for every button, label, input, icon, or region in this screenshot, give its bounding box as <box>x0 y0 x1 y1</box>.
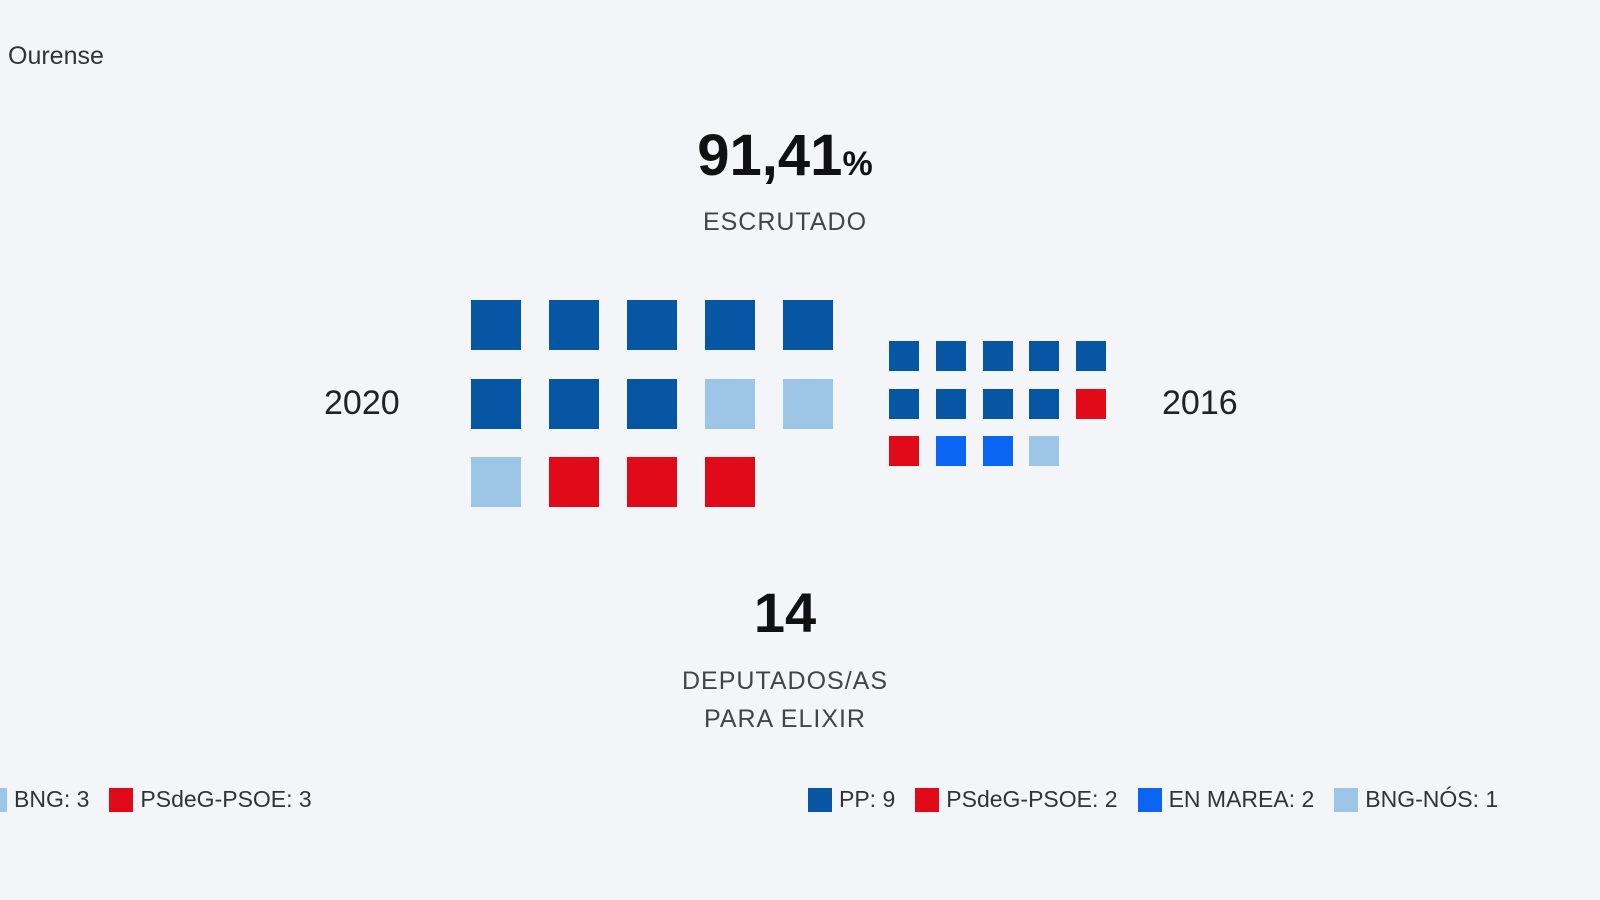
legend-item: PSdeG-PSOE: 2 <box>915 786 1118 813</box>
legend-item: PSdeG-PSOE: 3 <box>109 786 312 813</box>
seat-2016-psdeg-psoe <box>889 436 919 466</box>
legend-label: PSdeG-PSOE: 2 <box>946 786 1118 812</box>
legend-item: PP: 9 <box>808 786 895 813</box>
seat-2020-pp <box>549 378 599 429</box>
seat-2016-bng-n-s <box>1029 436 1060 466</box>
seat-2020-bng <box>783 378 833 429</box>
scrutinized-percent: 91,41% <box>0 122 1570 189</box>
legend-swatch <box>1334 787 1359 812</box>
seat-2016-psdeg-psoe <box>1076 388 1107 419</box>
legend-swatch <box>808 787 832 812</box>
scrutinized-label: ESCRUTADO <box>702 208 868 236</box>
seat-2020-pp <box>549 300 599 350</box>
seat-2016-pp <box>982 341 1013 371</box>
seat-2020-pp <box>627 378 677 429</box>
legend-item: BNG: 3 <box>0 786 89 813</box>
seat-2020-pp <box>705 300 755 350</box>
seat-2016-pp <box>1029 341 1060 371</box>
legend-item: EN MAREA: 2 <box>1137 786 1315 813</box>
legend-swatch <box>915 787 940 812</box>
percent-sign: % <box>842 145 873 183</box>
seat-2020-bng <box>705 378 755 429</box>
legend-swatch <box>0 787 7 812</box>
seat-2020-pp <box>627 300 677 350</box>
legend-label: BNG: 3 <box>14 786 90 812</box>
seat-2016-pp <box>1076 341 1107 371</box>
seat-2020-bng <box>471 457 521 507</box>
seat-2016-pp <box>935 341 966 371</box>
seat-2016-en-marea <box>982 436 1013 466</box>
seat-2020-psdeg-psoe <box>627 457 677 507</box>
legend-label: PSdeG-PSOE: 3 <box>140 786 312 812</box>
seat-2020-psdeg-psoe <box>549 457 599 507</box>
year-2016-label: 2016 <box>1162 384 1238 422</box>
legend-label: EN MAREA: 2 <box>1168 786 1315 812</box>
seats-count: 14 <box>753 581 817 644</box>
seat-2016-pp <box>889 341 919 371</box>
seats-label: DEPUTADOS/AS PARA ELIXIR <box>0 662 1570 738</box>
seat-2020-pp <box>471 378 521 429</box>
seat-2016-pp <box>1029 388 1060 419</box>
seat-2020-psdeg-psoe <box>705 457 755 507</box>
year-2020-label: 2020 <box>324 384 400 422</box>
seats-label-line2: PARA ELIXIR <box>704 705 866 733</box>
scrutinized-value: 91,41 <box>697 123 843 188</box>
seats-label-line1: DEPUTADOS/AS <box>681 667 889 695</box>
legend-2016: PP: 9 PSdeG-PSOE: 2 EN MAREA: 2 BNG-NÓS: 1 <box>808 786 1518 813</box>
legend-label: PP: 9 <box>839 786 896 812</box>
region-title: Ourense <box>8 42 104 70</box>
seat-2016-pp <box>982 388 1013 419</box>
legend-item: BNG-NÓS: 1 <box>1334 786 1498 813</box>
seat-2016-pp <box>935 388 966 419</box>
legend-swatch <box>1137 787 1162 812</box>
legend-label: BNG-NÓS: 1 <box>1365 786 1499 812</box>
legend-swatch <box>109 787 134 812</box>
seat-2020-pp <box>783 300 833 350</box>
legend-2020: BNG: 3 PSdeG-PSOE: 3 <box>0 786 332 813</box>
seat-2016-pp <box>889 388 919 419</box>
seat-2020-pp <box>471 300 521 350</box>
seat-2016-en-marea <box>935 436 966 466</box>
